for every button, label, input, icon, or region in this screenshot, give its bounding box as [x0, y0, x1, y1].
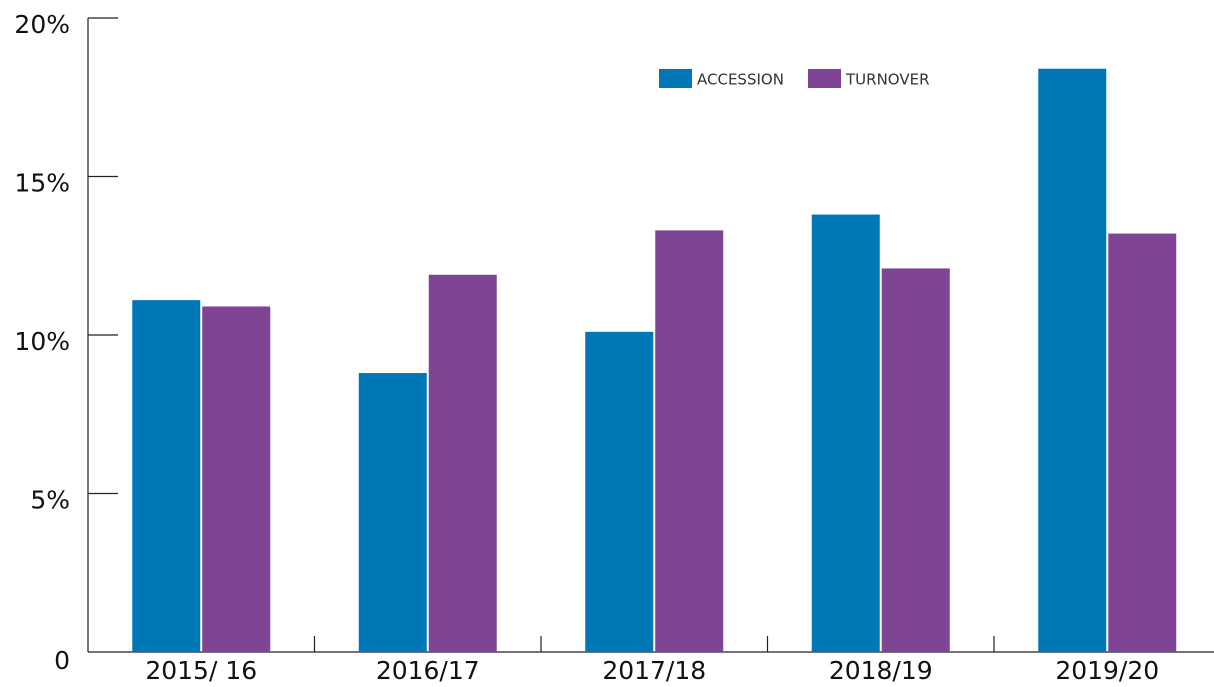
bar	[202, 306, 271, 652]
bar	[655, 230, 724, 652]
y-tick-label: 10%	[14, 327, 70, 356]
x-tick-label: 2016/17	[376, 656, 480, 685]
legend-swatch	[808, 69, 841, 88]
x-tick-label: 2018/19	[829, 656, 933, 685]
bar	[1108, 233, 1177, 652]
y-tick-label: 0	[54, 646, 70, 675]
bar	[881, 268, 950, 652]
y-tick-label: 15%	[14, 169, 70, 198]
legend-label: ACCESSION	[697, 71, 784, 89]
y-tick-label: 5%	[30, 486, 70, 515]
x-tick-label: 2015/ 16	[145, 656, 257, 685]
x-tick-label: 2017/18	[602, 656, 706, 685]
bar	[428, 274, 497, 652]
bar	[811, 214, 880, 653]
bar	[585, 331, 654, 652]
y-tick-label: 20%	[14, 10, 70, 39]
bar	[132, 300, 201, 652]
bar	[358, 373, 427, 652]
bar	[1038, 68, 1107, 653]
legend-label: TURNOVER	[845, 71, 930, 89]
x-tick-label: 2019/20	[1055, 656, 1159, 685]
legend-swatch	[659, 69, 692, 88]
